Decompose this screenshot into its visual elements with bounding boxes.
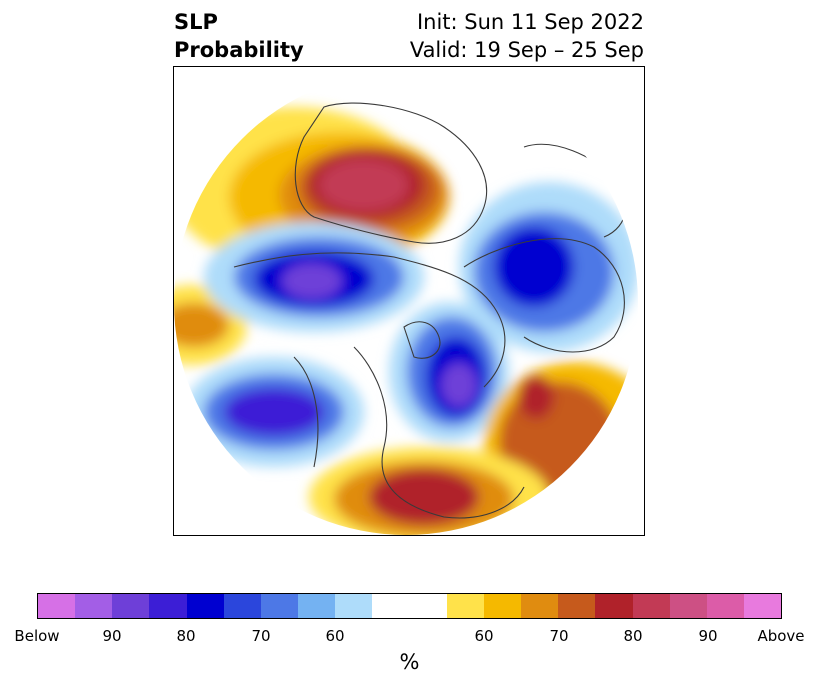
- colorbar-segment: [669, 594, 707, 618]
- above-region-greenland-85: [319, 159, 409, 211]
- colorbar-segment: [149, 594, 187, 618]
- tick-label-below: Below: [14, 627, 60, 645]
- colorbar-segment: [75, 594, 113, 618]
- colorbar-tick-labels: Below 90 80 70 60 60 70 80 90 Above: [0, 627, 819, 647]
- colorbar-segment: [558, 594, 596, 618]
- map-canvas: [174, 71, 638, 535]
- colorbar-segment: [521, 594, 559, 618]
- colorbar-segment: [223, 594, 261, 618]
- tick-label-above-80: 80: [623, 627, 643, 645]
- tick-label-below-70: 70: [251, 627, 271, 645]
- colorbar-segment: [483, 594, 522, 618]
- colorbar-units: %: [399, 650, 420, 674]
- below-region-arctic-90: [441, 363, 477, 407]
- colorbar-segment: [38, 594, 76, 618]
- colorbar-segment: [743, 594, 782, 618]
- tick-label-below-90: 90: [102, 627, 122, 645]
- colorbar-segment: [335, 594, 373, 618]
- title-subtitle: Probability: [174, 38, 304, 62]
- probability-map: [173, 66, 645, 536]
- colorbar-segment: [595, 594, 633, 618]
- colorbar-segment: [446, 594, 484, 618]
- title-variable: SLP: [174, 10, 218, 34]
- valid-range: Valid: 19 Sep – 25 Sep: [409, 38, 644, 62]
- probability-field: [174, 71, 638, 535]
- above-region-us-80: [369, 469, 479, 525]
- colorbar-segment: [409, 594, 447, 618]
- title-right: Init: Sun 11 Sep 2022 Valid: 19 Sep – 25…: [410, 8, 644, 64]
- above-region-atlantic-80: [518, 375, 554, 419]
- below-region-pacific-80: [224, 388, 324, 436]
- colorbar-segment: [298, 594, 336, 618]
- above-region-west-70: [174, 303, 229, 347]
- colorbar-segment: [112, 594, 150, 618]
- title-left: SLP Probability: [174, 8, 304, 64]
- colorbar-segment: [186, 594, 224, 618]
- tick-label-above-90: 90: [698, 627, 718, 645]
- tick-label-above-70: 70: [549, 627, 569, 645]
- colorbar-segment: [706, 594, 744, 618]
- init-date: Init: Sun 11 Sep 2022: [416, 10, 644, 34]
- below-region-siberia-90: [282, 263, 342, 299]
- tick-label-below-60: 60: [325, 627, 345, 645]
- below-region-europe-80: [494, 227, 574, 307]
- tick-label-above: Above: [757, 627, 805, 645]
- colorbar-segment: [632, 594, 670, 618]
- colorbar: [37, 593, 782, 619]
- tick-label-above-60: 60: [474, 627, 494, 645]
- colorbar-segment: [260, 594, 299, 618]
- colorbar-segment: [372, 594, 410, 618]
- tick-label-below-80: 80: [176, 627, 196, 645]
